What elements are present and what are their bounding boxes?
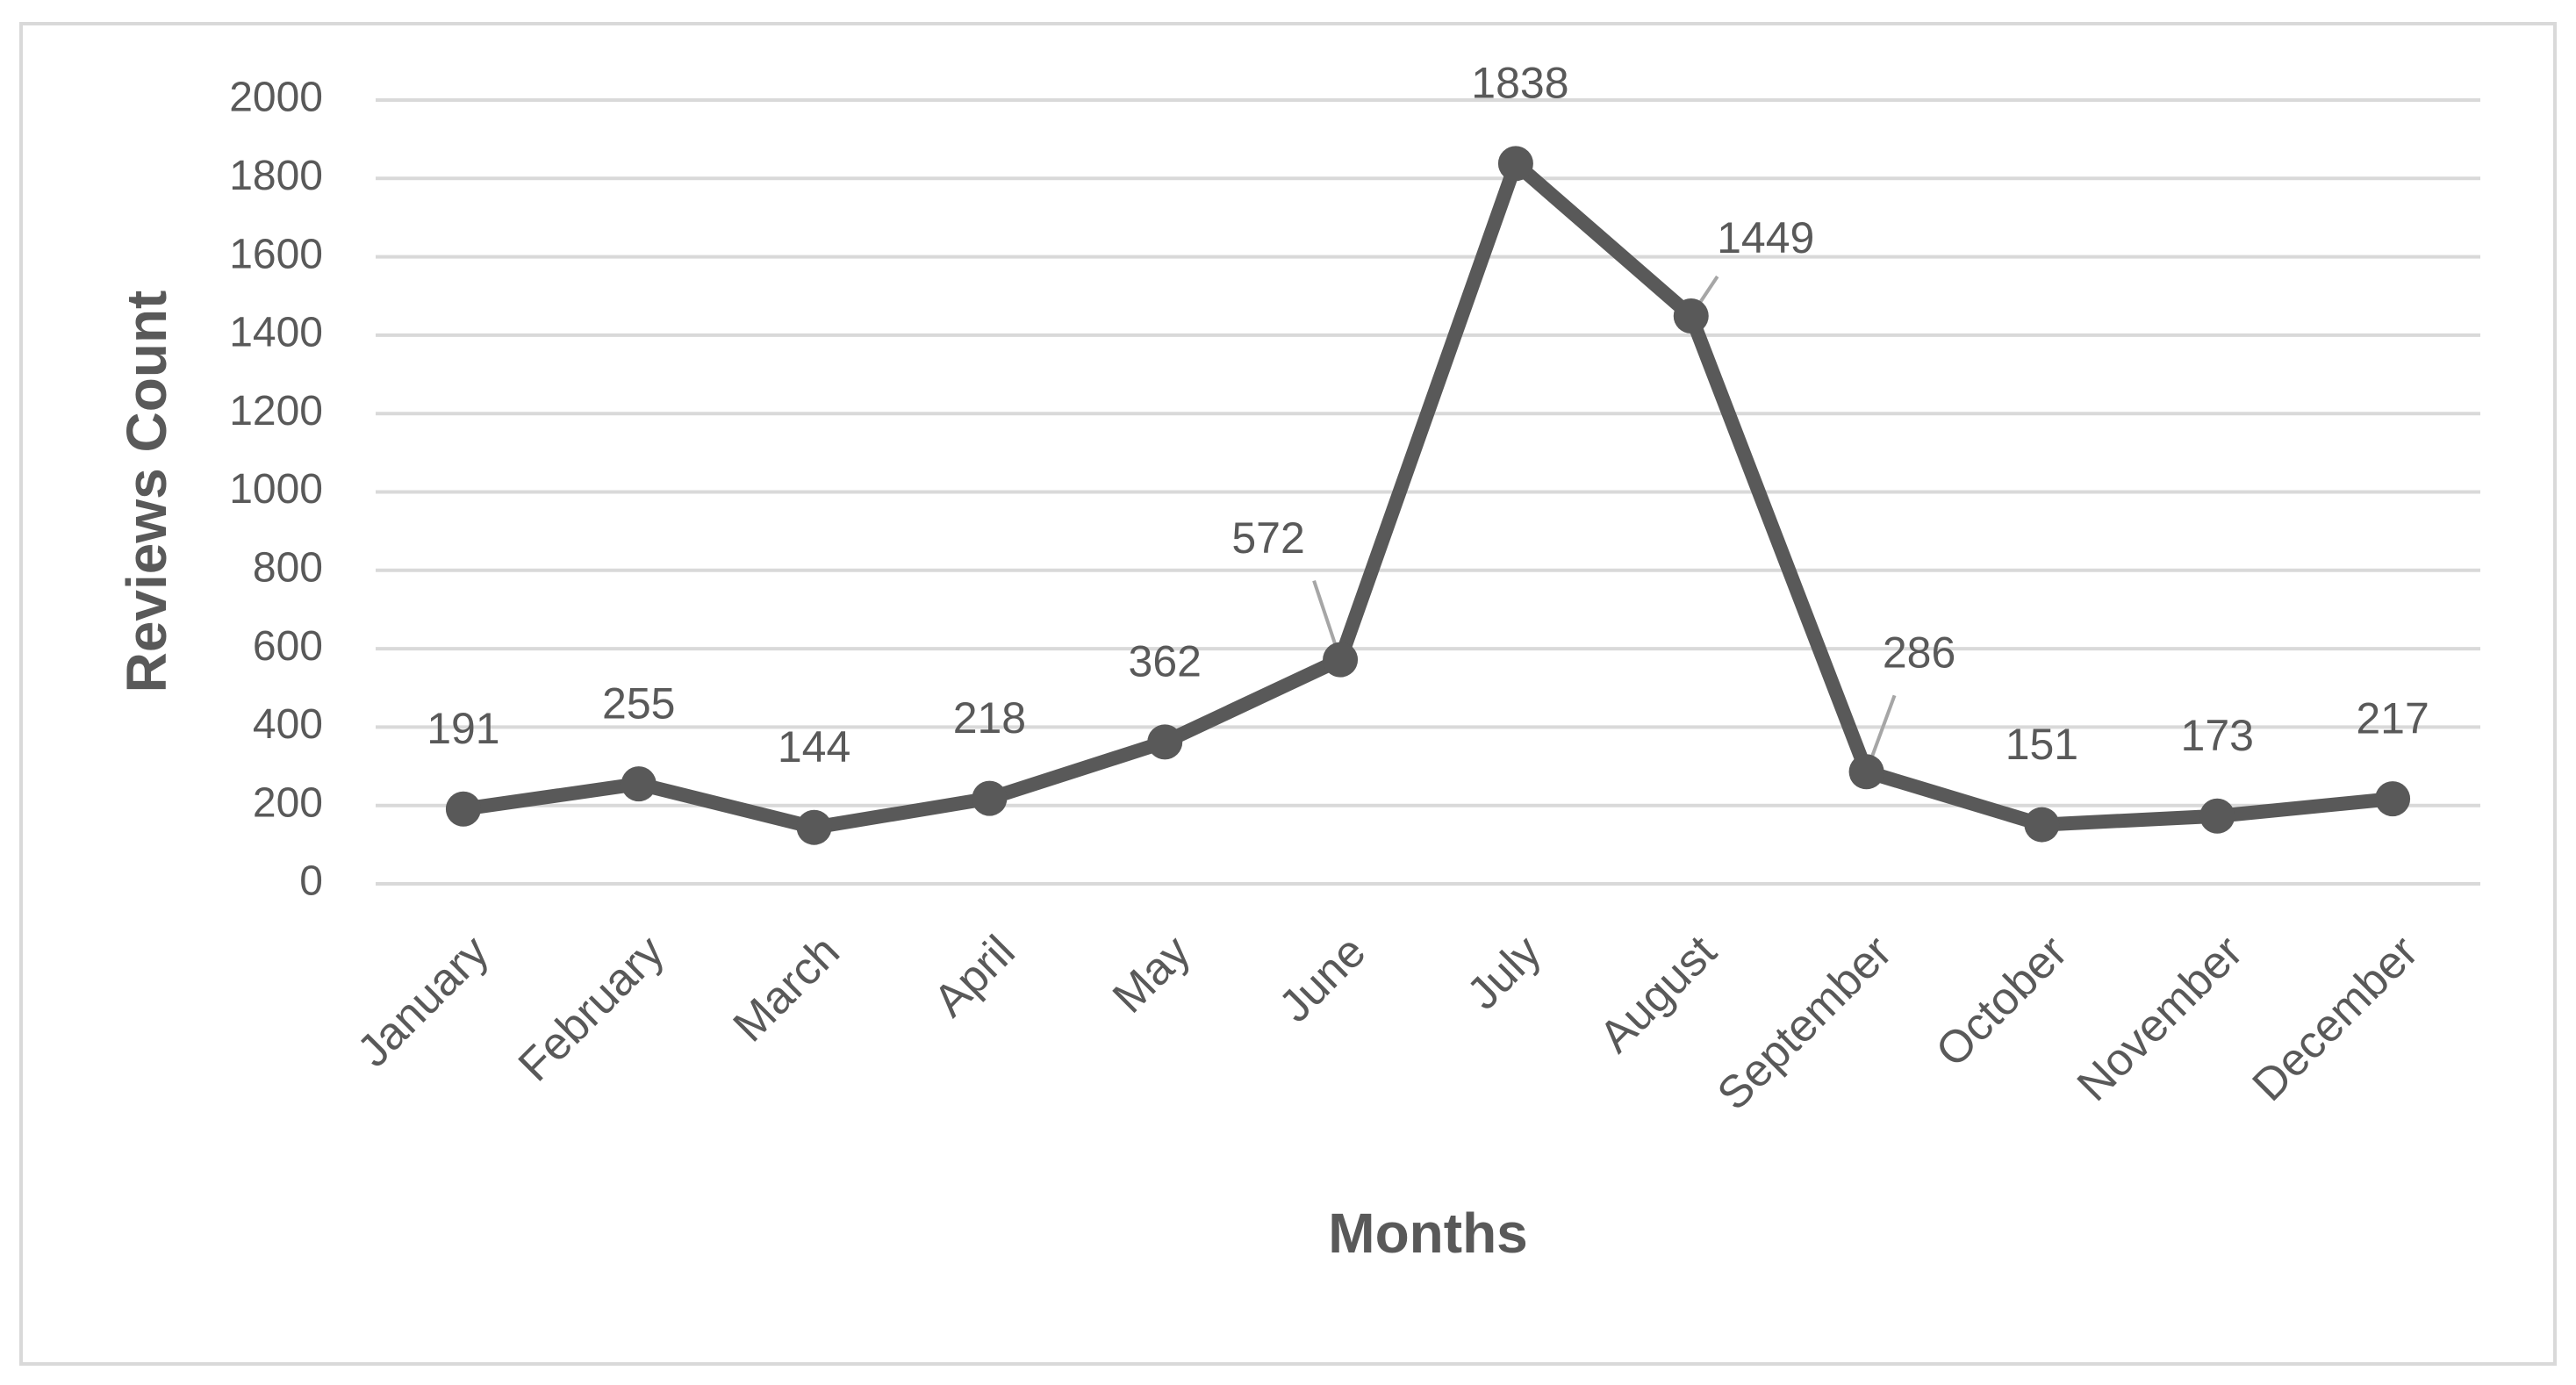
y-axis-ticks: 0 200 400 600 800 1000 1200 1400 1600 1800 2000: [229, 75, 323, 905]
series-line: [456, 156, 2400, 835]
y-tick-label: 600: [253, 623, 323, 670]
y-axis-title: Reviews Count: [115, 291, 178, 693]
data-label: 218: [953, 693, 1026, 743]
data-point: [1673, 298, 1709, 334]
data-point: [1497, 146, 1533, 182]
y-tick-label: 2000: [229, 75, 323, 121]
data-point: [621, 766, 657, 802]
data-point: [2024, 807, 2060, 843]
data-label: 144: [778, 722, 850, 771]
data-label: 362: [1129, 637, 1202, 686]
series-reviews: [445, 146, 2411, 845]
data-point: [2375, 781, 2411, 817]
x-axis-title: Months: [1328, 1202, 1528, 1265]
data-label: 151: [2006, 720, 2078, 769]
data-label: 286: [1883, 628, 1955, 678]
data-point: [1147, 724, 1183, 760]
y-tick-label: 1200: [229, 388, 323, 434]
data-label: 255: [602, 678, 675, 728]
data-point: [2199, 798, 2235, 834]
data-point: [796, 809, 832, 845]
y-tick-label: 1400: [229, 310, 323, 356]
data-labels: 191 255 144 218 362 572 1838 1449 286 151 173 217: [427, 59, 2429, 771]
data-point: [445, 791, 481, 827]
data-point: [972, 780, 1008, 816]
y-tick-label: 800: [253, 544, 323, 591]
data-label: 217: [2356, 693, 2429, 743]
data-label: 572: [1231, 513, 1304, 563]
data-point: [1848, 754, 1884, 790]
data-point: [1323, 642, 1359, 678]
chart-border: [19, 22, 2557, 1366]
data-label: 173: [2181, 711, 2254, 760]
data-label: 191: [427, 704, 499, 753]
y-tick-label: 1000: [229, 466, 323, 513]
data-label: 1838: [1471, 59, 1568, 108]
y-tick-label: 400: [253, 701, 323, 748]
data-label: 1449: [1717, 213, 1814, 262]
y-tick-label: 1800: [229, 153, 323, 199]
y-tick-label: 1600: [229, 231, 323, 277]
y-tick-label: 0: [299, 858, 323, 905]
y-tick-label: 200: [253, 779, 323, 826]
